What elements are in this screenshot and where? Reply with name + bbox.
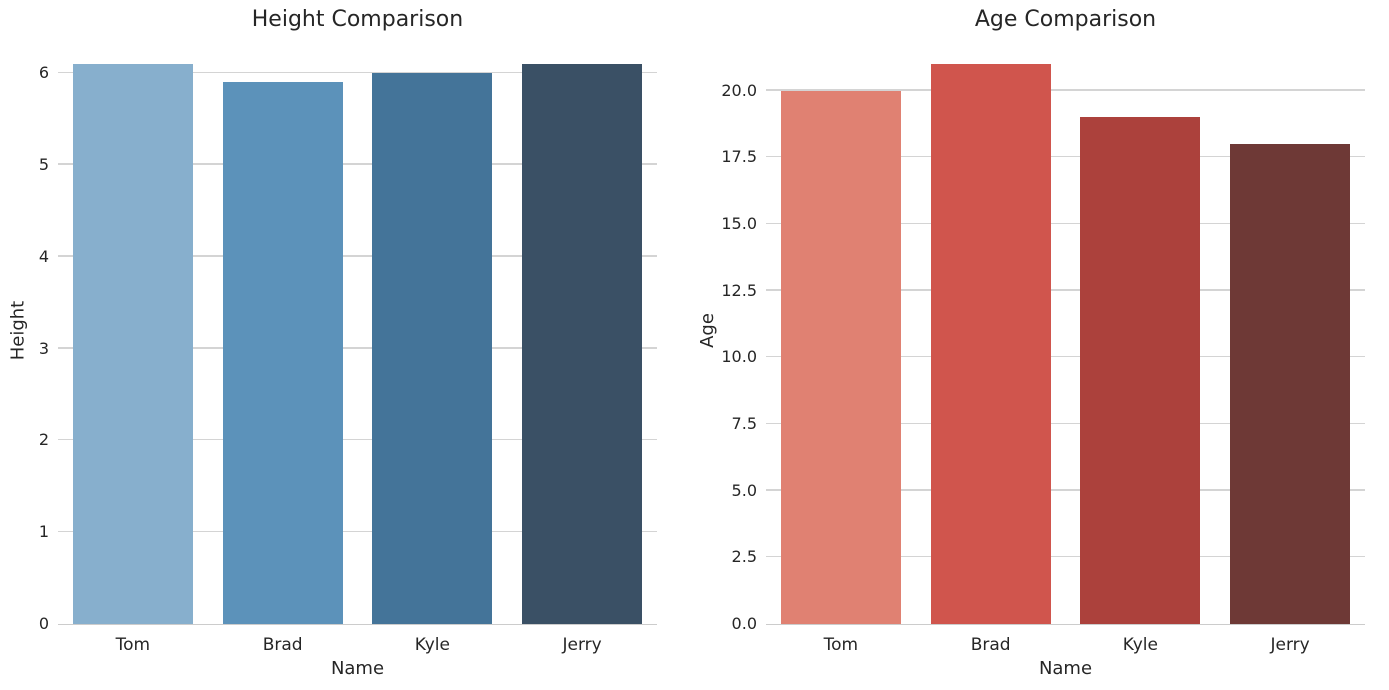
y-tick-label: 5 [38,154,49,174]
x-axis-ticks: Tom Brad Kyle Jerry [58,636,657,655]
gridline [766,489,1365,491]
bar-slot [1215,36,1365,624]
x-axis-label: Name [330,658,385,679]
x-tick-label: Tom [823,635,859,655]
bar-slot [1066,36,1216,624]
x-axis-label: Name [1038,658,1093,679]
y-tick-label: 6 [38,63,49,83]
bar-jerry-age [1230,144,1351,624]
gridline [766,89,1365,91]
y-axis-ticks: 0.0 2.5 5.0 7.5 10.0 12.5 15.0 17.5 20.0 [694,36,766,631]
bar-slot [358,36,508,624]
x-tick-label: Kyle [1122,635,1158,655]
gridline [58,530,657,533]
y-tick-label: 0.0 [731,614,757,633]
y-tick-label: 10.0 [721,347,757,367]
y-tick-label: 17.5 [721,147,757,167]
x-tick-label: Tom [115,635,151,655]
x-tick-label: Jerry [1270,635,1310,655]
y-tick-label: 12.5 [721,280,757,300]
x-tick-label: Brad [970,635,1011,655]
bar-brad-age [930,64,1051,624]
y-tick-label: 1 [38,522,49,542]
y-tick-label: 3 [38,338,49,358]
y-tick-label: 20.0 [721,80,757,100]
bar-kyle-height [372,73,493,624]
gridline [766,222,1365,224]
subplot-age-comparison: Age Comparison Age 0.0 2.5 5.0 7.5 10.0 12.5 1… [694,0,1388,690]
bar-kyle-age [1080,117,1201,624]
chart-title: Age Comparison [974,7,1157,32]
y-tick-label: 2 [38,430,49,450]
bar-slot [208,36,358,624]
x-tick-label: Jerry [562,635,602,655]
bar-slot [916,36,1066,624]
bar-slot [507,36,657,624]
x-tick-label: Brad [262,635,303,655]
bar-slot [766,36,916,624]
bars-row [58,36,657,624]
gridline [766,155,1365,158]
y-tick-label: 0 [38,614,49,633]
gridline [58,255,657,257]
y-tick-label: 4 [38,246,49,266]
bar-tom-age [780,90,901,624]
gridline [58,347,657,349]
bar-brad-height [222,82,343,624]
y-tick-label: 2.5 [731,547,757,567]
chart-title: Height Comparison [251,7,464,32]
gridline [766,355,1365,358]
gridline [58,438,657,441]
gridline [58,71,657,74]
bars-row [766,36,1365,624]
plot-area [58,36,657,625]
y-tick-label: 15.0 [721,214,757,233]
gridline [766,289,1365,291]
gridline [58,163,657,165]
x-tick-label: Kyle [414,635,450,655]
bar-tom-height [72,64,193,624]
gridline [766,555,1365,558]
gridline [766,422,1365,424]
y-tick-label: 5.0 [731,480,757,500]
y-tick-label: 7.5 [731,414,757,433]
bar-slot [58,36,208,624]
plot-area [766,36,1365,625]
bar-jerry-height [522,64,643,624]
y-axis-ticks: 0 1 2 3 4 5 6 [0,36,58,632]
x-axis-ticks: Tom Brad Kyle Jerry [766,636,1365,655]
